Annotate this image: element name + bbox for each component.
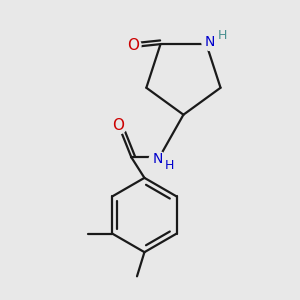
Text: O: O bbox=[112, 118, 124, 134]
Text: N: N bbox=[205, 35, 215, 49]
Text: H: H bbox=[165, 159, 174, 172]
Text: H: H bbox=[217, 29, 227, 43]
Text: O: O bbox=[127, 38, 139, 53]
Text: N: N bbox=[152, 152, 163, 166]
Circle shape bbox=[124, 37, 141, 53]
Circle shape bbox=[149, 151, 166, 167]
Circle shape bbox=[202, 34, 218, 50]
Circle shape bbox=[110, 118, 127, 134]
